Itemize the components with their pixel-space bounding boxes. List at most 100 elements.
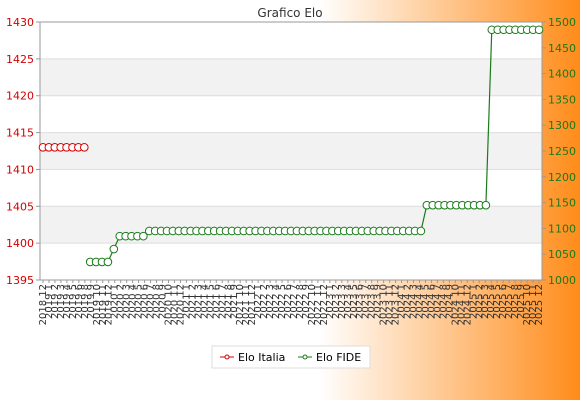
x-axis-tick-label: 2021 7: [217, 284, 228, 319]
series-point: [416, 226, 426, 236]
x-axis-tick-label: 2023 10: [379, 284, 390, 325]
x-axis-tick-label: 2025 6: [498, 284, 509, 319]
series-point: [109, 244, 119, 254]
x-axis-tick-label: 2020 2: [116, 284, 127, 319]
x-axis-tick-label: 2023 6: [355, 284, 366, 319]
x-axis-tick-label: 2022 9: [301, 284, 312, 319]
left-axis-tick-label: 1425: [6, 53, 34, 66]
x-axis-tick-label: 2020 7: [146, 284, 157, 319]
x-axis-tick-label: 2024 1: [397, 284, 408, 319]
x-axis-tick-label: 2022 10: [307, 284, 318, 325]
x-axis-tick-label: 2024 10: [450, 284, 461, 325]
x-axis-tick-label: 2022 4: [271, 284, 282, 319]
x-axis-tick-label: 2022 8: [295, 284, 306, 319]
x-axis-tick-label: 2023 12: [391, 284, 402, 325]
x-axis-tick-label: 2022 3: [265, 284, 276, 319]
x-axis-tick-label: 2021 12: [247, 284, 258, 325]
x-axis-tick-label: 2024 4: [414, 284, 425, 319]
x-axis-tick-label: 2019 9: [86, 284, 97, 319]
x-axis-tick-label: 2020 9: [158, 284, 169, 319]
x-axis-tick-label: 2024 8: [438, 284, 449, 319]
x-axis-tick-label: 2022 12: [319, 284, 330, 325]
grid-band: [40, 206, 542, 244]
x-axis-tick-label: 2021 10: [235, 284, 246, 325]
right-axis-tick-label: 1000: [548, 274, 576, 287]
x-axis-tick-label: 2024 7: [432, 284, 443, 319]
x-axis-tick-label: 2019 5: [68, 284, 79, 319]
x-axis-tick-label: 2023 1: [325, 284, 336, 319]
x-axis-tick-label: 2019 12: [104, 284, 115, 325]
x-axis-tick-label: 2022 7: [289, 284, 300, 319]
x-axis-tick-label: 2023 9: [373, 284, 384, 319]
x-axis-tick-label: 2025 5: [492, 284, 503, 319]
right-axis-tick-label: 1100: [548, 222, 576, 235]
x-axis-tick-label: 2024 6: [426, 284, 437, 319]
x-axis-tick-label: 2019 10: [92, 284, 103, 325]
x-axis-tick-label: 2021 5: [205, 284, 216, 319]
right-axis-tick-label: 1050: [548, 248, 576, 261]
x-axis-tick-label: 2019 6: [74, 284, 85, 319]
x-axis-tick-label: 2023 7: [361, 284, 372, 319]
x-axis-tick-label: 2021 8: [223, 284, 234, 319]
x-axis-tick-label: 2021 11: [241, 284, 252, 325]
series-point: [534, 25, 544, 35]
left-axis-tick-label: 1410: [6, 163, 34, 176]
x-axis-tick-label: 2025 1: [468, 284, 479, 319]
x-axis-tick-label: 2024 5: [420, 284, 431, 319]
x-axis-tick-label: 2025 12: [534, 284, 545, 325]
grid-band: [40, 58, 542, 96]
grid-band: [40, 132, 542, 170]
x-axis-tick-label: 2020 8: [152, 284, 163, 319]
right-axis-tick-label: 1150: [548, 197, 576, 210]
x-axis-tick-label: 2023 2: [331, 284, 342, 319]
series-point: [139, 231, 148, 241]
x-axis-tick-label: 2023 3: [337, 284, 348, 319]
x-axis-tick-label: 2020 3: [122, 284, 133, 319]
x-axis-tick-label: 2023 8: [367, 284, 378, 319]
legend-swatch-marker: [224, 354, 230, 360]
x-axis-tick-label: 2021 9: [229, 284, 240, 319]
right-axis-tick-label: 1300: [548, 119, 576, 132]
x-axis-tick-label: 2025 3: [480, 284, 491, 319]
series-point: [481, 200, 491, 210]
x-axis-tick-label: 2024 3: [409, 284, 420, 319]
series-point: [103, 257, 113, 267]
x-axis-tick-label: 2019 3: [56, 284, 67, 319]
x-axis-tick-label: 2025 4: [486, 284, 497, 319]
right-axis-tick-label: 1350: [548, 93, 576, 106]
x-axis-tick-label: 2019 2: [50, 284, 61, 319]
x-axis-tick-label: 2022 6: [283, 284, 294, 319]
series-point: [79, 143, 89, 152]
x-axis-tick-label: 2025 10: [522, 284, 533, 325]
right-axis-tick-label: 1200: [548, 171, 576, 184]
legend-swatch-marker: [302, 354, 308, 360]
x-axis-tick-label: 2020 5: [134, 284, 145, 319]
x-axis-tick-label: 2021 4: [199, 284, 210, 319]
x-axis-tick-label: 2024 9: [444, 284, 455, 319]
left-axis-tick-label: 1430: [6, 16, 34, 29]
left-axis-tick-label: 1400: [6, 237, 34, 250]
chart-title: Grafico Elo: [257, 6, 322, 20]
x-axis-tick-label: 2020 4: [128, 284, 139, 319]
right-axis-tick-label: 1400: [548, 68, 576, 81]
x-axis-tick-label: 2023 4: [343, 284, 354, 319]
left-axis-tick-label: 1420: [6, 90, 34, 103]
x-axis-tick-label: 2022 5: [277, 284, 288, 319]
x-axis-tick-label: 2025 8: [510, 284, 521, 319]
left-axis-tick-label: 1415: [6, 127, 34, 140]
x-axis-tick-label: 2021 2: [187, 284, 198, 319]
x-axis-tick-label: 2024 12: [462, 284, 473, 325]
x-axis-tick-label: 2023 5: [349, 284, 360, 319]
x-axis-tick-label: 2020 10: [163, 284, 174, 325]
right-axis-tick-label: 1500: [548, 16, 576, 29]
x-axis-tick-label: 2022 2: [259, 284, 270, 319]
right-axis-tick-label: 1250: [548, 145, 576, 158]
x-axis-tick-label: 2021 3: [193, 284, 204, 319]
legend-label: Elo Italia: [238, 351, 285, 364]
x-axis-tick-label: 2025 9: [516, 284, 527, 319]
x-axis-tick-label: 2018 12: [38, 284, 49, 325]
x-axis-tick-label: 2020 11: [169, 284, 180, 325]
x-axis-tick-label: 2025 2: [474, 284, 485, 319]
